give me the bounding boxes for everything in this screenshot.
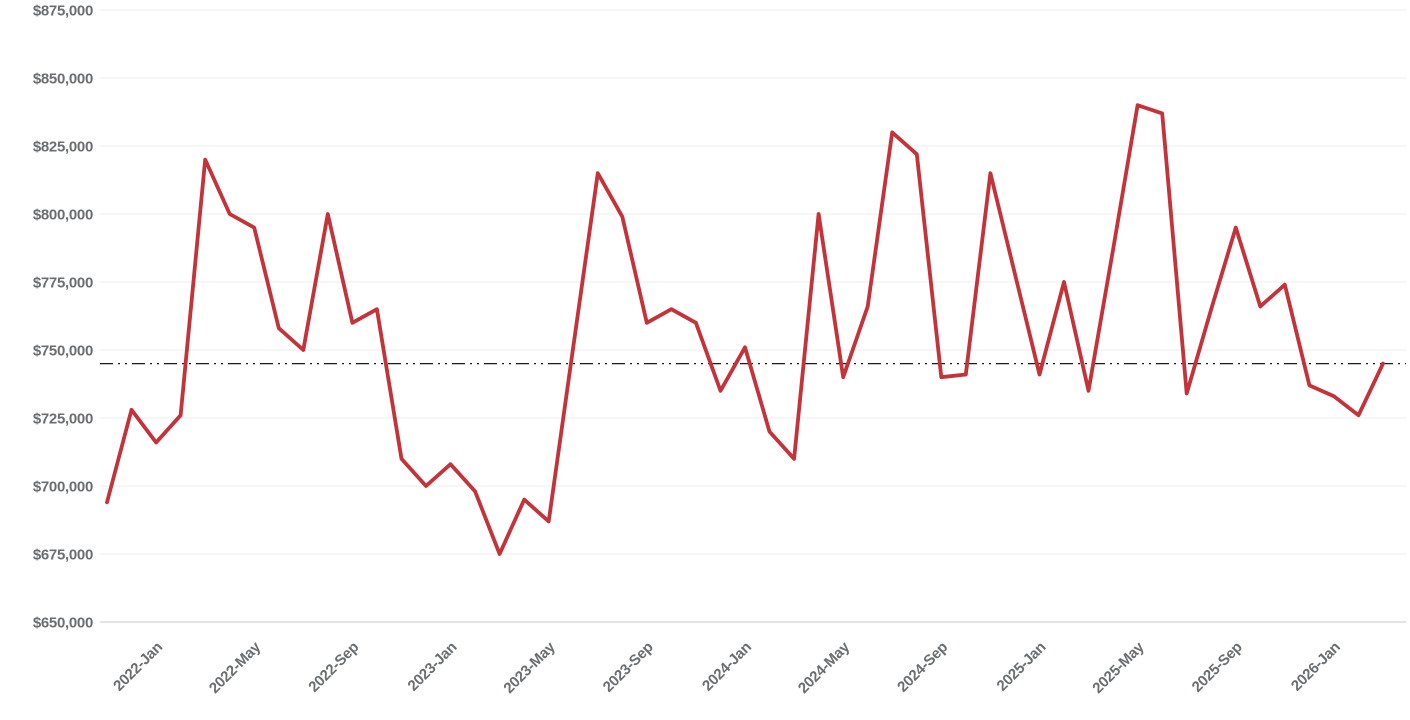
x-axis-label: 2025-Jan xyxy=(994,639,1050,695)
y-axis-label: $750,000 xyxy=(33,343,93,360)
x-axis-label: 2023-May xyxy=(500,638,559,697)
x-axis-label: 2022-May xyxy=(206,638,265,697)
x-axis-label: 2025-Sep xyxy=(1189,639,1246,696)
price-series-line[interactable] xyxy=(105,103,1385,556)
y-axis-label: $775,000 xyxy=(33,275,93,292)
y-axis-label: $725,000 xyxy=(33,411,93,428)
x-axis-label: 2024-May xyxy=(795,638,854,697)
y-axis-label: $700,000 xyxy=(33,479,93,496)
x-axis-label: 2026-Jan xyxy=(1288,639,1344,695)
y-axis-label: $650,000 xyxy=(33,615,93,632)
y-axis-label: $850,000 xyxy=(33,71,93,88)
x-axis-label: 2025-May xyxy=(1089,638,1148,697)
y-axis-label: $800,000 xyxy=(33,207,93,224)
x-axis-label: 2022-Jan xyxy=(110,639,166,695)
x-axis-label: 2022-Sep xyxy=(305,639,362,696)
x-axis-label: 2024-Sep xyxy=(894,639,951,696)
y-axis-label: $875,000 xyxy=(33,3,93,20)
x-axis-label: 2023-Sep xyxy=(600,639,657,696)
x-axis-label: 2023-Jan xyxy=(405,639,461,695)
y-axis-label: $675,000 xyxy=(33,547,93,564)
x-axis-label: 2024-Jan xyxy=(699,639,755,695)
y-axis-label: $825,000 xyxy=(33,139,93,156)
